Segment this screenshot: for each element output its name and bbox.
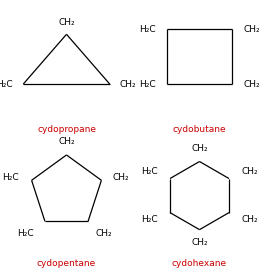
Text: H₂C: H₂C [139, 25, 155, 34]
Text: CH₂: CH₂ [244, 25, 260, 34]
Text: CH₂: CH₂ [95, 229, 112, 238]
Text: CH₂: CH₂ [242, 215, 258, 224]
Text: CH₂: CH₂ [113, 173, 129, 182]
Text: H₂C: H₂C [139, 80, 155, 88]
Text: CH₂: CH₂ [58, 137, 75, 146]
Text: CH₂: CH₂ [242, 168, 258, 176]
Text: CH₂: CH₂ [191, 238, 208, 247]
Text: CH₂: CH₂ [244, 80, 260, 88]
Text: cydopropane: cydopropane [37, 125, 96, 134]
Text: CH₂: CH₂ [58, 18, 75, 27]
Text: H₂C: H₂C [17, 229, 34, 238]
Text: CH₂: CH₂ [120, 80, 136, 88]
Text: cydobutane: cydobutane [173, 125, 226, 134]
Text: cydohexane: cydohexane [172, 259, 227, 268]
Text: H₂C: H₂C [2, 173, 19, 182]
Text: H₂C: H₂C [141, 215, 157, 224]
Text: H₂C: H₂C [0, 80, 13, 88]
Text: CH₂: CH₂ [191, 144, 208, 153]
Text: H₂C: H₂C [141, 168, 157, 176]
Text: cydopentane: cydopentane [37, 259, 96, 268]
